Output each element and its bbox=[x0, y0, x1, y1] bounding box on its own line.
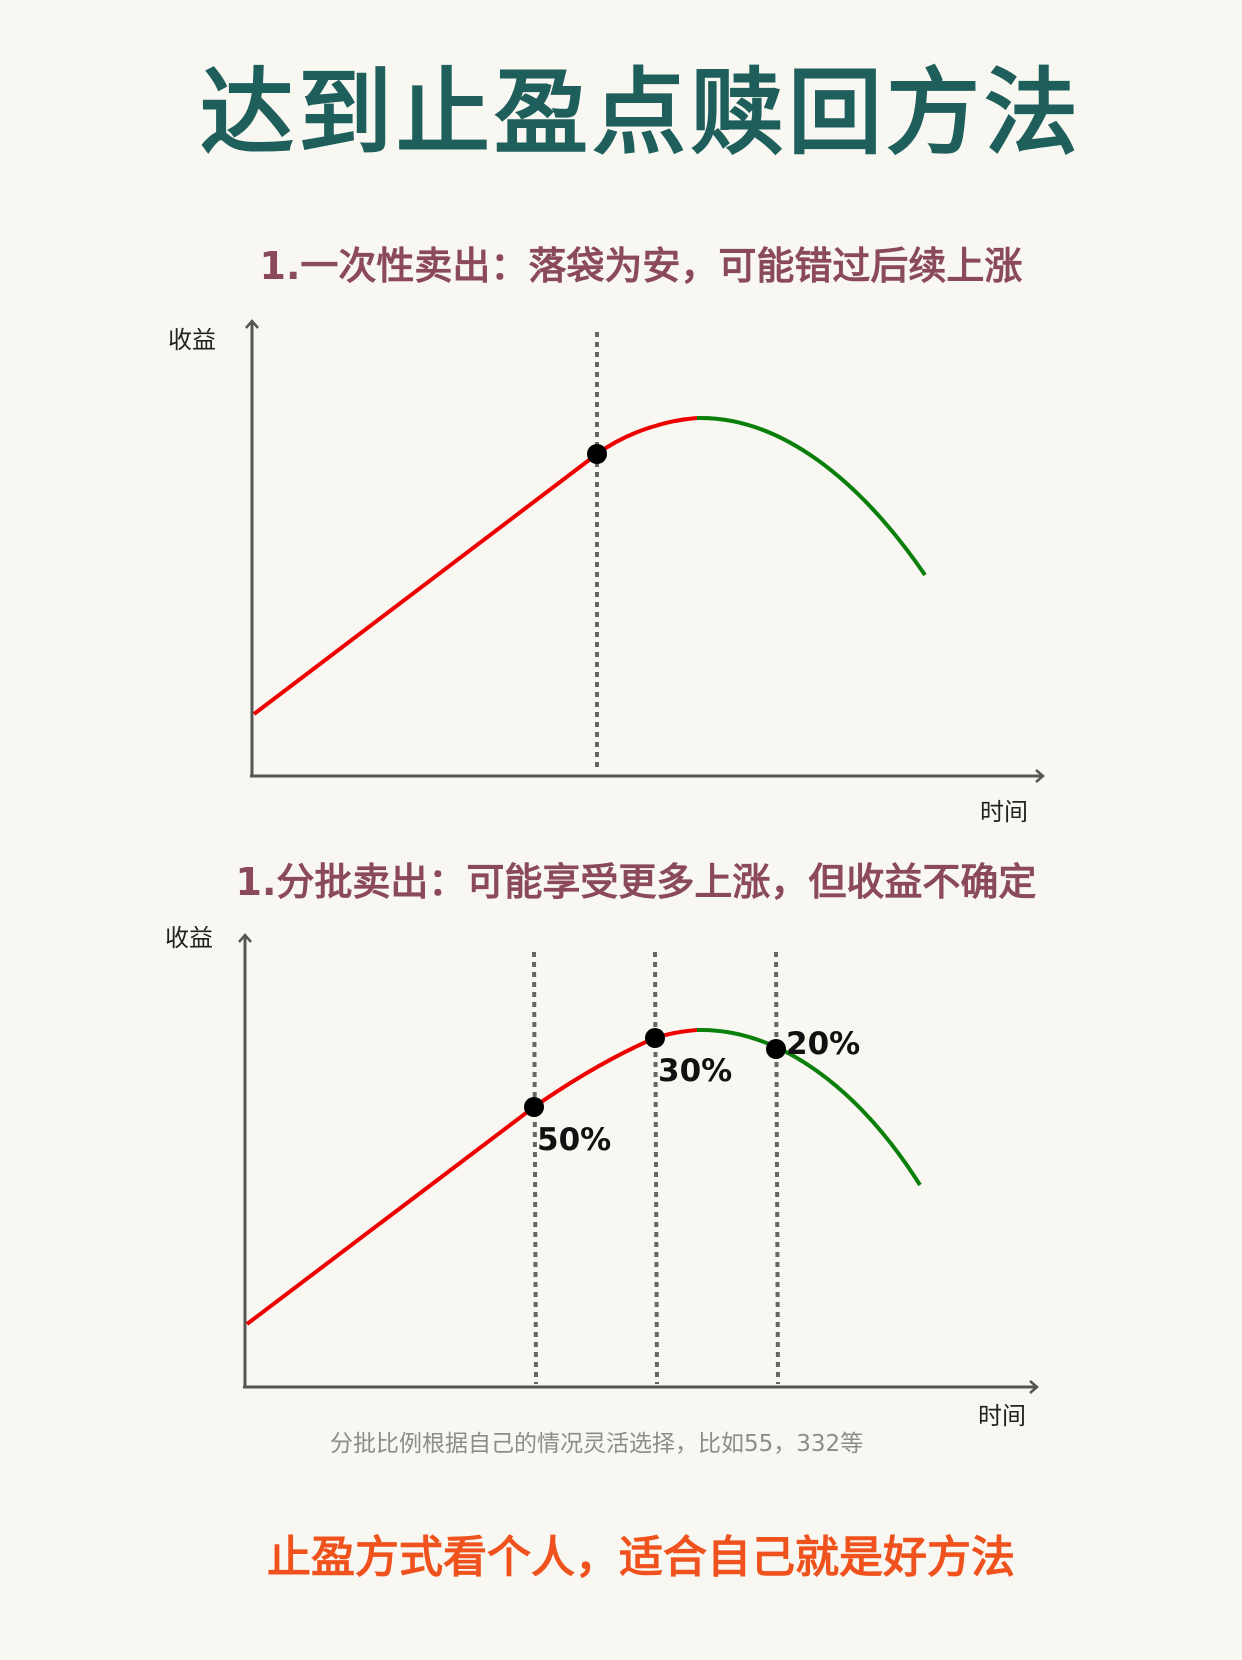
ratio-note: 分批比例根据自己的情况灵活选择，比如55，332等 bbox=[330, 1431, 864, 1457]
y-axis-label: 收益 bbox=[165, 924, 213, 952]
sell-point-line-1 bbox=[532, 951, 538, 1385]
sell-point-marker bbox=[587, 444, 607, 464]
section-heading-batch: 1.分批卖出：可能享受更多上涨，但收益不确定 bbox=[235, 860, 1037, 904]
page-title: 达到止盈点赎回方法 bbox=[199, 59, 1082, 168]
section-heading-lump-sum: 1.一次性卖出：落袋为安，可能错过后续上涨 bbox=[259, 244, 1023, 288]
x-axis-label: 时间 bbox=[978, 1402, 1026, 1430]
sell-point-marker-3 bbox=[766, 1039, 786, 1059]
sell-point-line-2 bbox=[653, 951, 659, 1385]
sell-point-label-2: 30% bbox=[658, 1053, 732, 1089]
footer-conclusion: 止盈方式看个人，适合自己就是好方法 bbox=[267, 1532, 1015, 1583]
lump-sum-chart: 收益 时间 bbox=[168, 319, 1045, 826]
falling-curve bbox=[696, 1027, 922, 1187]
sell-point-label-3: 20% bbox=[786, 1026, 860, 1062]
x-axis-label: 时间 bbox=[980, 798, 1028, 826]
falling-curve bbox=[696, 415, 927, 577]
sell-point-line-3 bbox=[774, 951, 780, 1385]
rising-curve bbox=[252, 416, 698, 716]
y-axis-label: 收益 bbox=[168, 326, 216, 354]
sell-point-marker-2 bbox=[645, 1028, 665, 1048]
rising-curve bbox=[245, 1028, 698, 1326]
sell-point-marker-1 bbox=[524, 1097, 544, 1117]
sell-point-label-1: 50% bbox=[537, 1122, 611, 1158]
batch-sell-chart: 收益 时间 50% 30% 20% bbox=[165, 924, 1039, 1430]
